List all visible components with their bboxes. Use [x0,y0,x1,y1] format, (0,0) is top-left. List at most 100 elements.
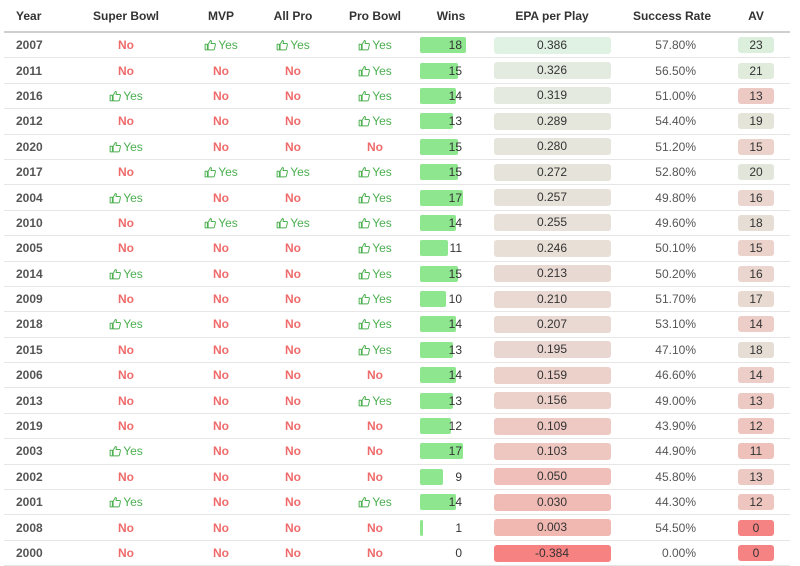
stats-table: Year Super Bowl MVP All Pro Pro Bowl Win… [4,0,790,566]
av-cell: 11 [722,438,790,465]
epa-cell: 0.159 [482,362,622,389]
year-cell: 2005 [4,235,66,262]
wins-bar-track: 15 [420,265,466,282]
av-cell: 17 [722,286,790,313]
super-bowl-cell: Yes [66,489,186,516]
thumbs-up-icon [358,167,371,178]
no-label: No [118,165,134,180]
yes-badge: Yes [276,38,310,52]
header-pro-bowl[interactable]: Pro Bowl [330,0,420,33]
av-cell: 20 [722,159,790,186]
year-cell: 2015 [4,337,66,364]
yes-badge: Yes [276,165,310,179]
wins-cell: 12 [420,413,482,440]
yes-label: Yes [372,342,392,357]
thumbs-up-icon [358,65,371,76]
mvp-cell: No [186,362,256,389]
av-value: 11 [738,443,774,460]
header-super-bowl[interactable]: Super Bowl [66,0,186,33]
av-cell: 23 [722,32,790,59]
no-label: No [367,520,383,535]
header-av[interactable]: AV [722,0,790,33]
year-cell: 2020 [4,134,66,160]
yes-label: Yes [372,63,392,78]
super-bowl-cell: Yes [66,261,186,287]
table-row: 2003 Yes No No No 17 0.103 44.90% 11 [4,438,790,465]
wins-bar [420,519,423,536]
super-bowl-cell: No [66,286,186,313]
year-cell: 2013 [4,387,66,414]
wins-bar-track: 14 [420,494,466,511]
wins-value: 10 [448,292,462,307]
super-bowl-cell: Yes [66,134,186,160]
yes-label: Yes [372,215,392,230]
av-value: 0 [738,519,774,536]
wins-cell: 11 [420,235,482,262]
no-label: No [285,469,301,484]
wins-bar-track: 11 [420,240,466,257]
av-value: 12 [738,494,774,511]
no-label: No [367,469,383,484]
no-label: No [118,393,134,408]
yes-label: Yes [123,266,143,281]
yes-label: Yes [290,165,310,180]
thumbs-up-icon [358,268,371,280]
yes-label: Yes [218,38,238,53]
epa-cell: 0.213 [482,261,622,287]
no-label: No [213,393,229,408]
epa-cell: 0.257 [482,184,622,211]
av-value: 16 [738,189,774,206]
wins-cell: 9 [420,464,482,491]
av-value: 21 [738,62,774,79]
epa-value: 0.246 [493,239,611,257]
wins-bar [420,316,456,333]
wins-value: 9 [455,469,462,484]
header-year[interactable]: Year [4,0,66,33]
success-rate-cell: 44.90% [622,438,722,465]
header-all-pro[interactable]: All Pro [256,0,330,33]
epa-value: 0.030 [493,493,611,511]
thumbs-up-icon [109,446,122,457]
wins-bar-track: 14 [420,214,466,231]
av-cell: 0 [722,514,790,541]
no-label: No [285,63,301,78]
av-value: 13 [738,87,774,104]
mvp-cell: No [186,413,256,440]
wins-value: 15 [448,266,462,281]
wins-value: 14 [448,88,462,103]
header-success-rate[interactable]: Success Rate [622,0,722,33]
header-epa[interactable]: EPA per Play [482,0,622,33]
wins-cell: 18 [420,32,482,59]
success-rate-cell: 51.00% [622,83,722,110]
wins-cell: 13 [420,387,482,414]
all-pro-cell: No [256,540,330,566]
header-row: Year Super Bowl MVP All Pro Pro Bowl Win… [4,0,790,33]
wins-bar [420,87,456,104]
av-value: 17 [738,291,774,308]
pro-bowl-cell: No [330,540,420,566]
year-cell: 2012 [4,108,66,135]
no-label: No [213,368,229,383]
no-label: No [285,546,301,560]
wins-bar-track: 17 [420,189,466,206]
wins-cell: 14 [420,362,482,389]
yes-badge: Yes [358,64,392,78]
wins-cell: 14 [420,311,482,338]
header-wins[interactable]: Wins [420,0,482,33]
yes-label: Yes [372,292,392,307]
no-label: No [367,368,383,383]
thumbs-up-icon [358,395,371,407]
header-mvp[interactable]: MVP [186,0,256,33]
no-label: No [118,342,134,357]
pro-bowl-cell: Yes [330,337,420,364]
epa-cell: 0.272 [482,159,622,186]
table-row: 2009 No No No Yes 10 0.210 51.70% 17 [4,286,790,313]
av-value: 18 [738,214,774,231]
epa-value: 0.289 [493,112,611,130]
mvp-cell: Yes [186,159,256,186]
av-value: 0 [738,545,774,561]
av-value: 15 [738,240,774,257]
super-bowl-cell: No [66,540,186,566]
wins-bar [420,62,459,79]
av-value: 12 [738,418,774,435]
